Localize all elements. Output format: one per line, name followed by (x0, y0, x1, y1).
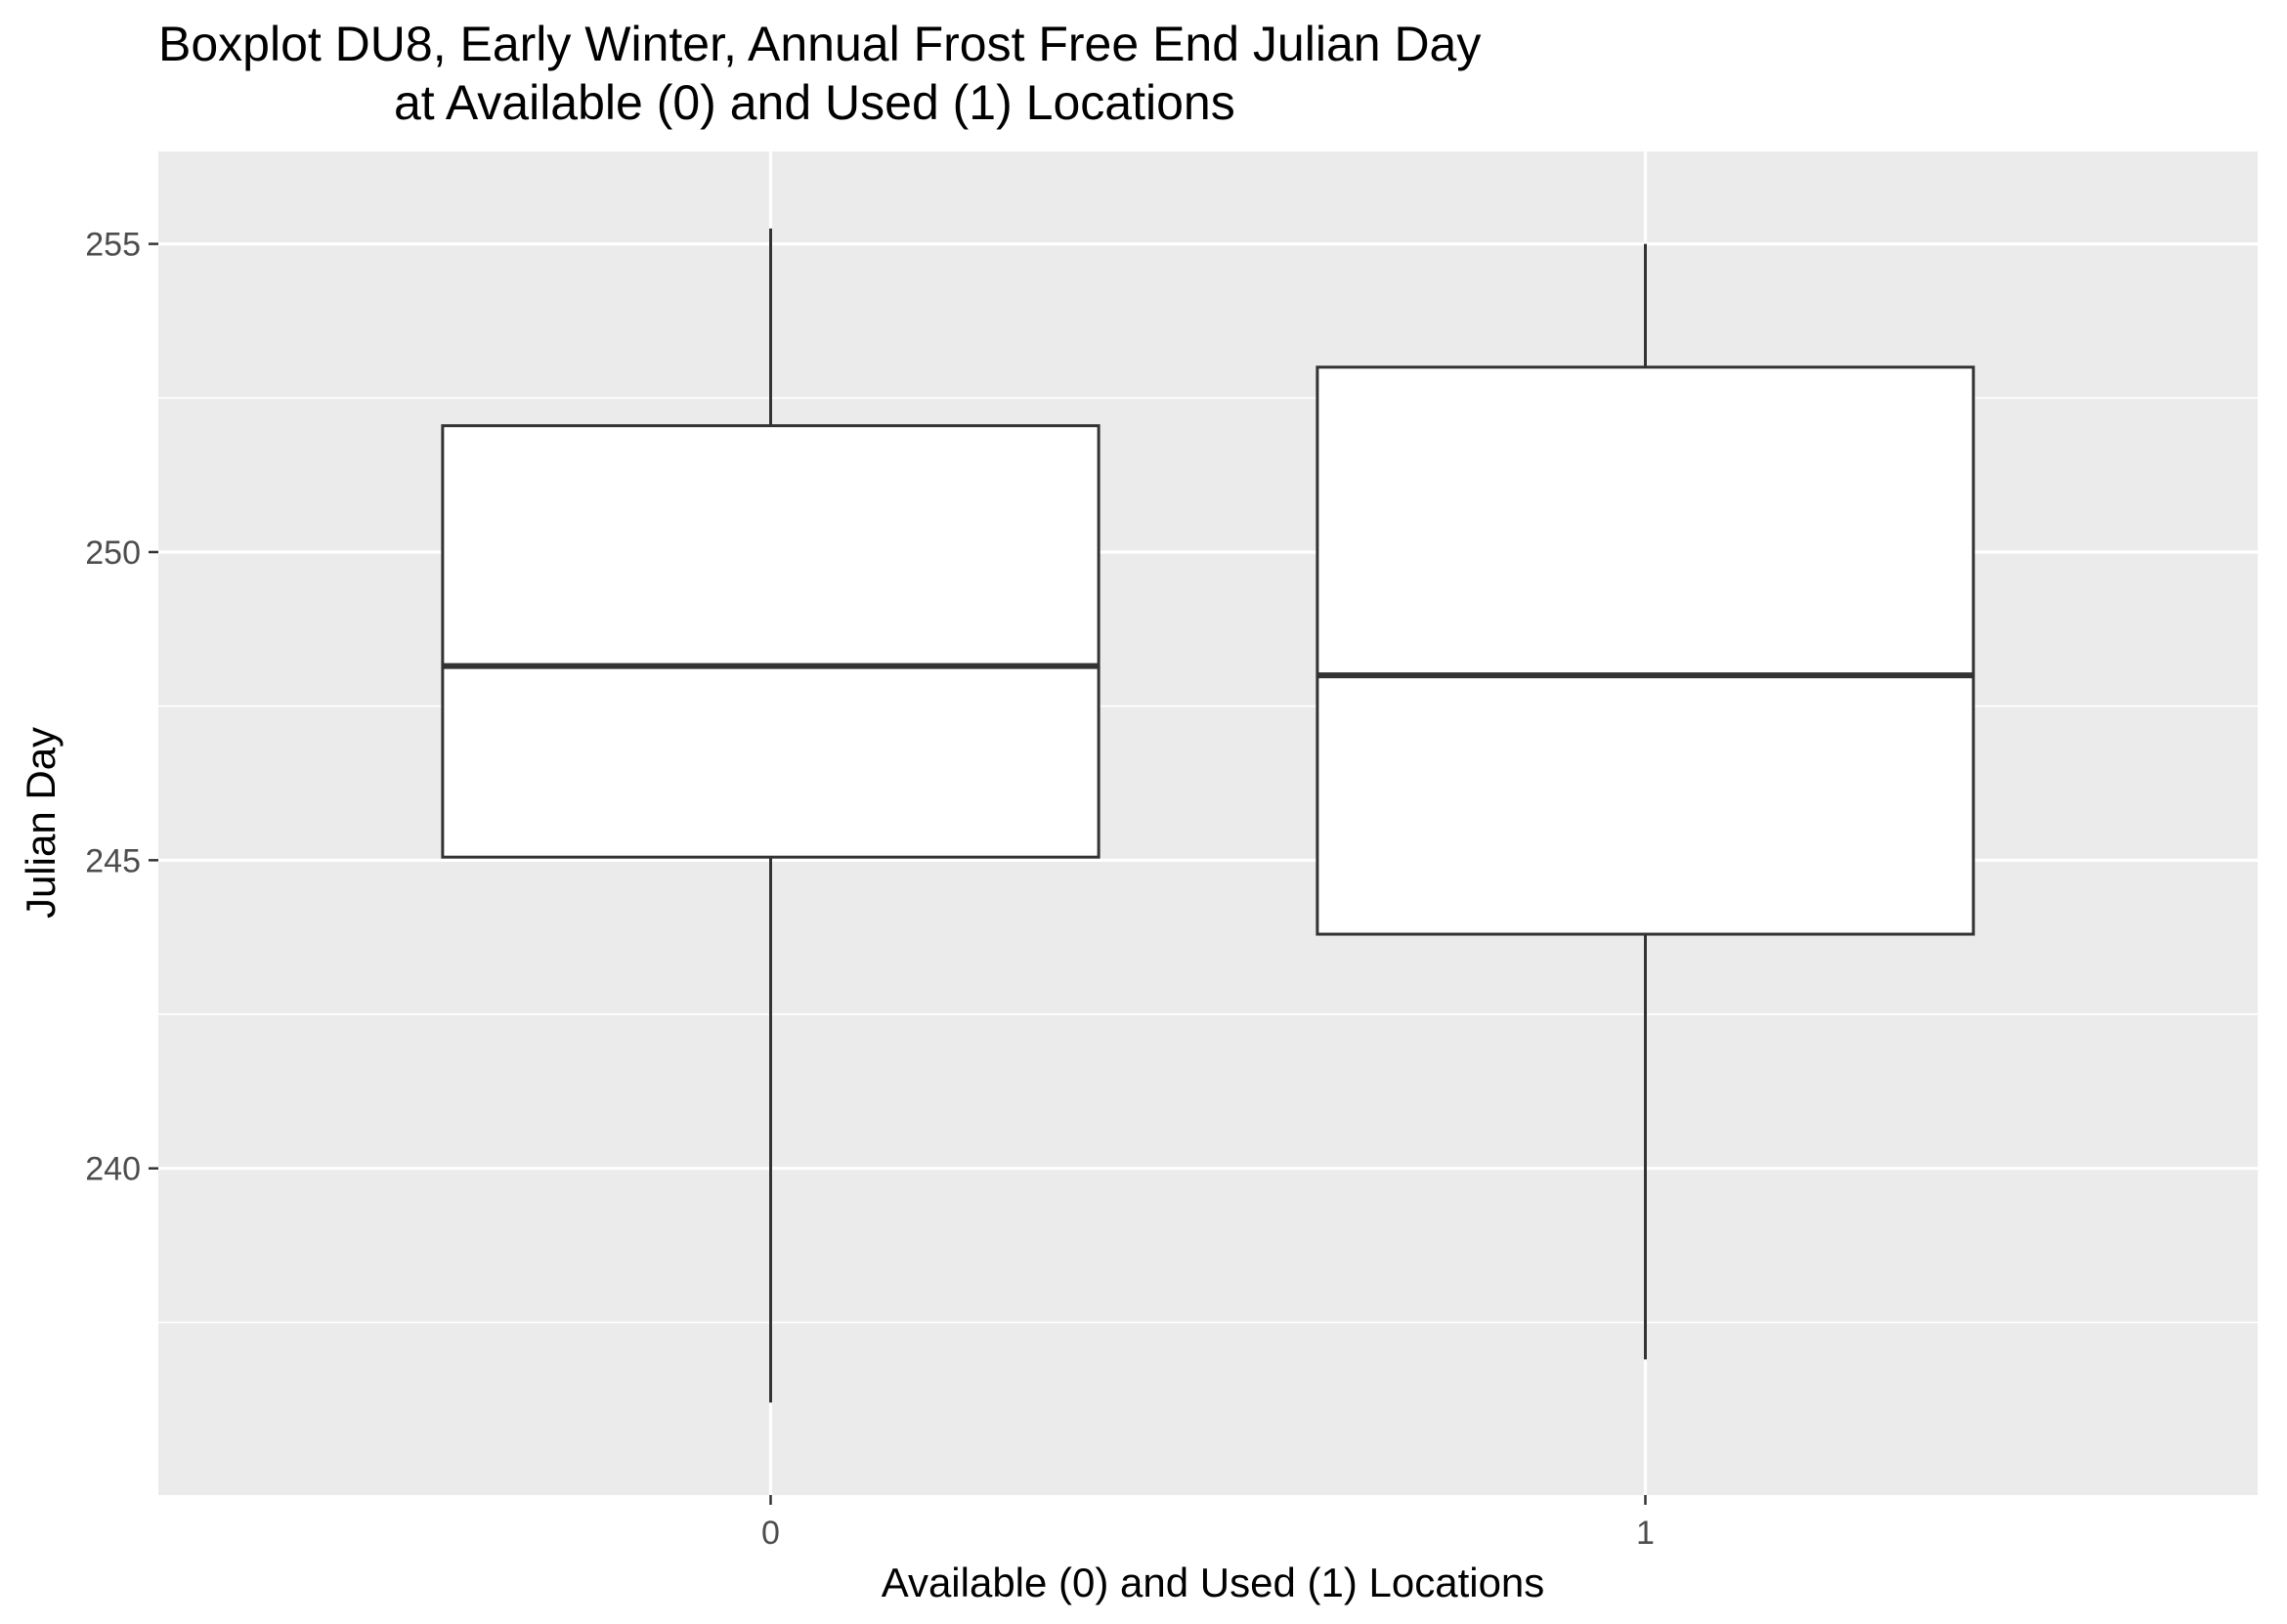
y-tick-label: 245 (85, 842, 141, 879)
box-group-0 (441, 228, 1100, 1403)
box-iqr (441, 424, 1100, 859)
box-group-1 (1316, 243, 1975, 1360)
box-iqr (1316, 365, 1975, 936)
axes: 240 245 250 255 0 1 (85, 227, 1655, 1552)
y-tick-label: 250 (85, 534, 141, 572)
y-tick-label: 255 (85, 227, 141, 264)
chart-subtitle: at Available (0) and Used (1) Locations (394, 75, 1235, 130)
chart-title: Boxplot DU8, Early Winter, Annual Frost … (158, 17, 1481, 71)
x-tick-label: 0 (761, 1515, 780, 1552)
y-axis-title: Julian Day (18, 727, 64, 919)
y-tick-label: 240 (85, 1151, 141, 1188)
x-tick-label: 1 (1636, 1515, 1655, 1552)
x-axis-title: Available (0) and Used (1) Locations (882, 1560, 1545, 1605)
boxes (441, 228, 1975, 1403)
